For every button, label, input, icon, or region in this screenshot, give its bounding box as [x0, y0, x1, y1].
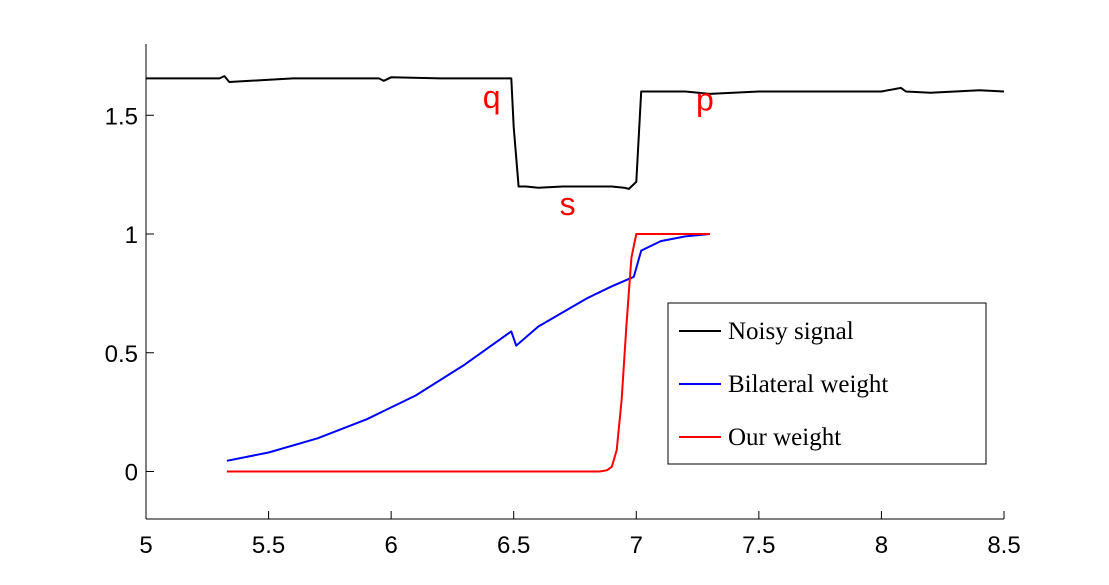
series-layer — [146, 75, 1005, 473]
legend-entry: Noisy signal — [728, 318, 854, 345]
annotation-s: s — [560, 186, 576, 222]
x-tick-label: 7 — [630, 532, 643, 559]
series-line-noisy-signal — [146, 75, 1005, 190]
y-tick-label: 0.5 — [105, 341, 138, 368]
y-tick-label: 1.5 — [105, 103, 138, 130]
x-tick-label: 8 — [875, 532, 888, 559]
legend-entry: Our weight — [728, 424, 841, 451]
axes: 5 5.5 6 6.5 7 7.5 8 8.5 0 0.5 1 1.5 — [105, 44, 1021, 559]
legend-entry: Bilateral weight — [728, 371, 888, 398]
legend: Noisy signal Bilateral weight Our weight — [667, 302, 987, 465]
x-tick-label: 6.5 — [497, 532, 530, 559]
series-line-our-weight — [226, 233, 710, 473]
x-tick-label: 5.5 — [252, 532, 285, 559]
x-tick-label: 8.5 — [987, 532, 1020, 559]
annotations: q s p — [483, 79, 714, 222]
annotation-p: p — [696, 82, 714, 118]
annotation-q: q — [483, 79, 501, 115]
x-tick-label: 5 — [139, 532, 152, 559]
x-tick-label: 6 — [384, 532, 397, 559]
y-tick-label: 1 — [125, 222, 138, 249]
y-tick-label: 0 — [125, 460, 138, 487]
series-line-bilateral-weight — [226, 233, 710, 462]
x-tick-label: 7.5 — [742, 532, 775, 559]
